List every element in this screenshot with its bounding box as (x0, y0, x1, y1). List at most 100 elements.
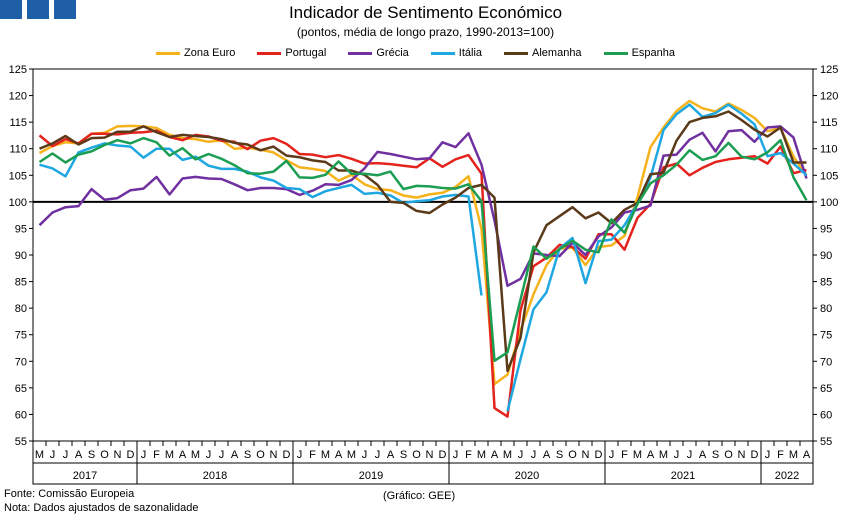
month-label: J (687, 449, 693, 461)
month-label: F (153, 449, 160, 461)
month-label: O (412, 449, 421, 461)
legend-label: Portugal (285, 47, 327, 59)
month-label: J (219, 449, 225, 461)
month-label: M (347, 449, 356, 461)
series-line-portugal (38, 129, 807, 418)
legend-item: Itália (430, 47, 482, 59)
month-label: M (191, 449, 200, 461)
y-tick-label-right: 80 (820, 303, 832, 315)
y-tick-label-left: 105 (9, 170, 27, 182)
month-label: M (789, 449, 798, 461)
month-label: A (387, 449, 395, 461)
month-label: D (127, 449, 135, 461)
y-tick-label-right: 110 (820, 144, 838, 156)
logo-square (27, 0, 49, 19)
month-label: D (283, 449, 291, 461)
month-label: S (244, 449, 251, 461)
year-label: 2018 (203, 470, 227, 482)
y-tick-label-right: 115 (820, 117, 838, 129)
month-label: J (141, 449, 147, 461)
y-tick-label-left: 90 (15, 250, 27, 262)
month-label: D (595, 449, 603, 461)
legend-label: Grécia (376, 47, 409, 59)
month-label: S (88, 449, 95, 461)
y-tick-label-left: 110 (9, 144, 27, 156)
month-label: J (206, 449, 212, 461)
legend-swatch (156, 51, 180, 55)
legend-swatch (430, 51, 455, 55)
legend-swatch (348, 51, 373, 55)
y-tick-label-right: 60 (820, 409, 832, 421)
month-label: A (491, 449, 499, 461)
series-line-grécia (38, 125, 808, 288)
legend-swatch (257, 51, 282, 55)
y-tick-label-right: 100 (820, 197, 838, 209)
y-tick-label-left: 65 (15, 383, 27, 395)
month-label: D (751, 449, 759, 461)
month-label: A (803, 449, 811, 461)
plot-frame (32, 68, 814, 485)
month-label: J (453, 449, 459, 461)
y-tick-label-right: 105 (820, 170, 838, 182)
y-tick-label-right: 70 (820, 356, 832, 368)
month-label: F (621, 449, 628, 461)
y-tick-label-left: 125 (9, 64, 27, 76)
year-label: 2020 (515, 470, 539, 482)
month-label: N (582, 449, 590, 461)
y-tick-label-left: 115 (9, 117, 27, 129)
month-label: F (465, 449, 472, 461)
legend-swatch (504, 51, 529, 55)
y-tick-label-left: 55 (15, 436, 27, 448)
month-label: N (270, 449, 278, 461)
month-label: S (556, 449, 563, 461)
month-label: J (362, 449, 368, 461)
month-label: S (712, 449, 719, 461)
y-tick-label-left: 100 (9, 197, 27, 209)
logo-square (0, 0, 22, 19)
month-label: O (568, 449, 577, 461)
chart-subtitle: (pontos, média de longo prazo, 1990-2013… (296, 25, 555, 39)
chart-title: Indicador de Sentimento Económico (288, 3, 563, 22)
y-tick-label-right: 75 (820, 330, 832, 342)
year-label: 2017 (73, 470, 97, 482)
legend-label: Espanha (631, 47, 675, 59)
chart-credit: (Gráfico: GEE) (383, 490, 456, 502)
month-label: J (518, 449, 524, 461)
source-note: Fonte: Comissão Europeia (4, 488, 135, 500)
y-tick-label-right: 55 (820, 436, 832, 448)
legend-item: Alemanha (504, 47, 582, 59)
legend-item: Grécia (348, 47, 409, 59)
year-label: 2022 (775, 470, 799, 482)
y-tick-label-right: 65 (820, 383, 832, 395)
y-tick-label-left: 80 (15, 303, 27, 315)
month-label: A (647, 449, 655, 461)
month-label: J (674, 449, 680, 461)
logo-square (54, 0, 76, 19)
month-label: J (531, 449, 537, 461)
month-label: A (699, 449, 707, 461)
legend-label: Alemanha (532, 47, 582, 59)
y-tick-label-right: 85 (820, 277, 832, 289)
y-tick-label-right: 120 (820, 91, 838, 103)
y-tick-label-left: 70 (15, 356, 27, 368)
month-label: M (321, 449, 330, 461)
month-label: J (375, 449, 381, 461)
month-label: J (50, 449, 56, 461)
month-label: A (543, 449, 551, 461)
month-label: J (63, 449, 69, 461)
month-label: M (503, 449, 512, 461)
month-label: A (179, 449, 187, 461)
month-label: F (309, 449, 316, 461)
series-line-espanha (38, 136, 808, 363)
year-label: 2021 (671, 470, 695, 482)
month-label: J (297, 449, 303, 461)
footnote: Nota: Dados ajustados de sazonalidade (4, 502, 199, 514)
series-line-zona-euro (38, 99, 808, 386)
y-tick-label-right: 125 (820, 64, 838, 76)
month-label: D (439, 449, 447, 461)
month-label: J (765, 449, 771, 461)
y-tick-label-left: 85 (15, 277, 27, 289)
month-label: F (777, 449, 784, 461)
month-label: N (738, 449, 746, 461)
